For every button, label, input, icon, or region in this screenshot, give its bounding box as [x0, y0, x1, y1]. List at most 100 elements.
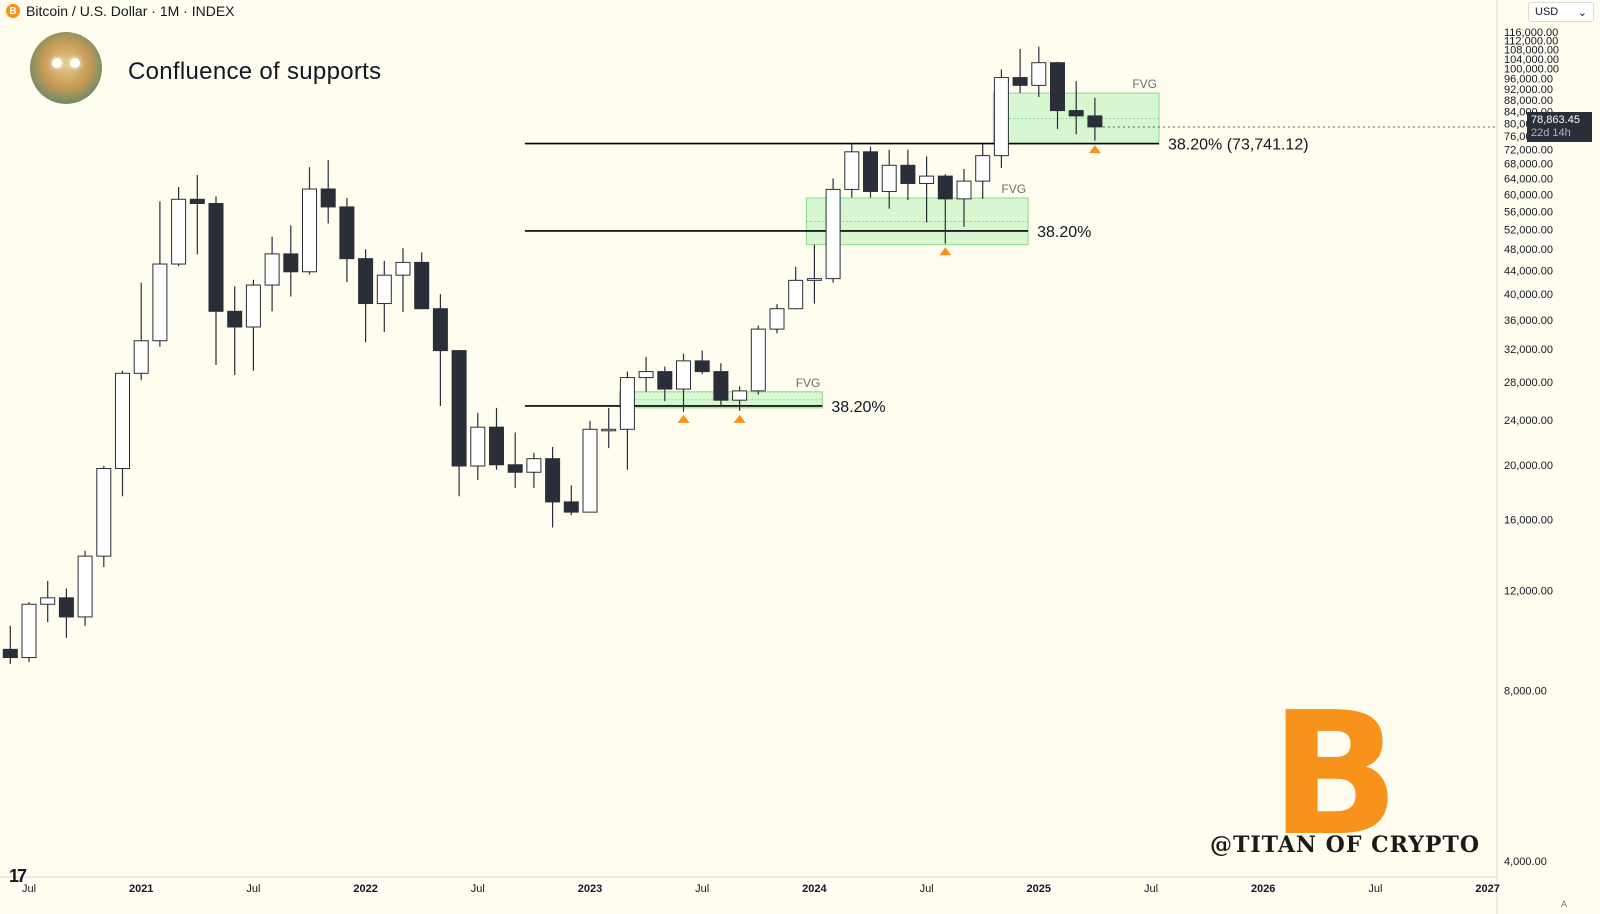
price-tick-label: 32,000.00 — [1504, 344, 1553, 356]
fvg-label: FVG — [796, 376, 821, 390]
bitcoin-symbol-icon: B — [6, 4, 20, 18]
candle-up — [264, 253, 280, 286]
candle-up — [115, 372, 130, 469]
fvg-label: FVG — [1132, 77, 1157, 91]
candle-up — [302, 188, 317, 273]
chevron-down-icon: ⌄ — [1577, 6, 1587, 19]
price-tick-label: 116,000.00 — [1504, 27, 1558, 39]
candle-down — [563, 501, 579, 513]
candle-up — [750, 328, 766, 392]
candle-up — [133, 340, 149, 374]
candle-up — [96, 467, 112, 557]
avatar-eye-left — [52, 58, 62, 68]
watermark: @TITAN OF CRYPTO — [1210, 832, 1481, 858]
bitcoin-logo-icon: B — [1270, 676, 1400, 874]
candle-up — [732, 390, 748, 401]
currency-select[interactable]: USD ⌄ — [1528, 2, 1594, 22]
candle-up — [806, 278, 822, 281]
price-tick-label: 24,000.00 — [1504, 415, 1553, 427]
candle-up — [582, 428, 598, 513]
time-tick-label: 2023 — [578, 883, 602, 895]
candle-up — [470, 426, 486, 467]
candle-up — [825, 188, 841, 280]
time-tick-label: Jul — [22, 883, 36, 895]
candle-down — [937, 175, 953, 200]
candle-down — [283, 253, 299, 273]
candle-down — [657, 371, 673, 390]
price-tick-label: 68,000.00 — [1504, 158, 1553, 170]
currency-label: USD — [1535, 6, 1559, 18]
candle-down — [414, 261, 430, 310]
candle-up — [993, 77, 1009, 157]
fvg-label: FVG — [1001, 182, 1026, 196]
candle-up — [769, 308, 785, 330]
price-tick-label: 108,000.00 — [1504, 45, 1559, 57]
candle-up — [844, 151, 860, 190]
candle-down — [58, 597, 74, 618]
price-tick-label: 8,000.00 — [1504, 685, 1547, 697]
candle-up — [601, 428, 617, 432]
price-tick-label: 20,000.00 — [1504, 460, 1553, 472]
support-marker — [677, 414, 690, 423]
time-tick-label: 2026 — [1251, 883, 1275, 895]
candle-down — [320, 188, 336, 208]
time-tick-label: Jul — [1368, 883, 1382, 895]
candle-down — [1050, 62, 1065, 112]
candle-down — [1068, 110, 1084, 117]
time-tick-label: Jul — [246, 883, 260, 895]
time-tick-label: Jul — [695, 883, 709, 895]
price-tick-label: 88,000.00 — [1504, 95, 1553, 107]
candle-up — [395, 261, 411, 276]
candle-up — [956, 180, 972, 200]
candle-down — [208, 202, 224, 312]
price-tick-label: 4,000.00 — [1504, 856, 1547, 868]
candle-down — [432, 308, 448, 352]
tradingview-logo-icon[interactable]: 17 — [9, 866, 27, 886]
chart-title: Confluence of supports — [128, 58, 382, 85]
support-marker — [939, 247, 952, 256]
price-tick-label: 60,000.00 — [1504, 189, 1553, 201]
time-tick-label: 2021 — [129, 883, 153, 895]
candle-down — [1012, 77, 1028, 86]
price-tick-label: 96,000.00 — [1504, 74, 1553, 86]
symbol-title: Bitcoin / U.S. Dollar · 1M · INDEX — [26, 3, 235, 19]
support-marker — [1088, 145, 1101, 154]
fib-level-label: 38.20% — [831, 399, 885, 416]
candle-up — [40, 597, 56, 605]
auto-scale-button[interactable]: A — [1561, 899, 1568, 909]
candle-down — [694, 360, 710, 373]
candle-down — [339, 206, 355, 260]
price-tick-label: 100,000.00 — [1504, 64, 1559, 76]
candle-up — [376, 274, 392, 305]
price-tick-label: 12,000.00 — [1504, 586, 1553, 598]
candle-up — [245, 284, 261, 328]
candle-down — [863, 151, 878, 192]
time-tick-label: 2022 — [353, 883, 377, 895]
candle-up — [919, 175, 935, 184]
candle-up — [619, 377, 635, 430]
candle-up — [171, 198, 187, 265]
price-tick-label: 44,000.00 — [1504, 266, 1553, 278]
candle-down — [507, 464, 523, 473]
candle-down — [189, 198, 205, 204]
last-price-tag: 78,863.45 22d 14h — [1527, 111, 1592, 142]
price-tick-label: 92,000.00 — [1504, 84, 1553, 96]
candle-down — [713, 371, 729, 401]
price-tick-label: 28,000.00 — [1504, 377, 1553, 389]
price-tick-label: 112,000.00 — [1504, 36, 1558, 48]
candle-up — [152, 263, 168, 342]
price-tick-label: 40,000.00 — [1504, 289, 1553, 301]
candle-up — [77, 555, 93, 618]
price-tick-label: 36,000.00 — [1504, 315, 1553, 327]
time-tick-label: 2027 — [1475, 883, 1499, 895]
candle-down — [227, 310, 243, 328]
time-tick-label: Jul — [471, 883, 485, 895]
time-tick-label: 2025 — [1027, 883, 1051, 895]
support-marker — [733, 414, 746, 423]
price-tick-label: 72,000.00 — [1504, 144, 1553, 156]
candle-down — [358, 258, 374, 305]
candle-up — [638, 371, 654, 379]
symbol-header[interactable]: B Bitcoin / U.S. Dollar · 1M · INDEX — [6, 3, 235, 19]
candle-up — [975, 155, 991, 182]
